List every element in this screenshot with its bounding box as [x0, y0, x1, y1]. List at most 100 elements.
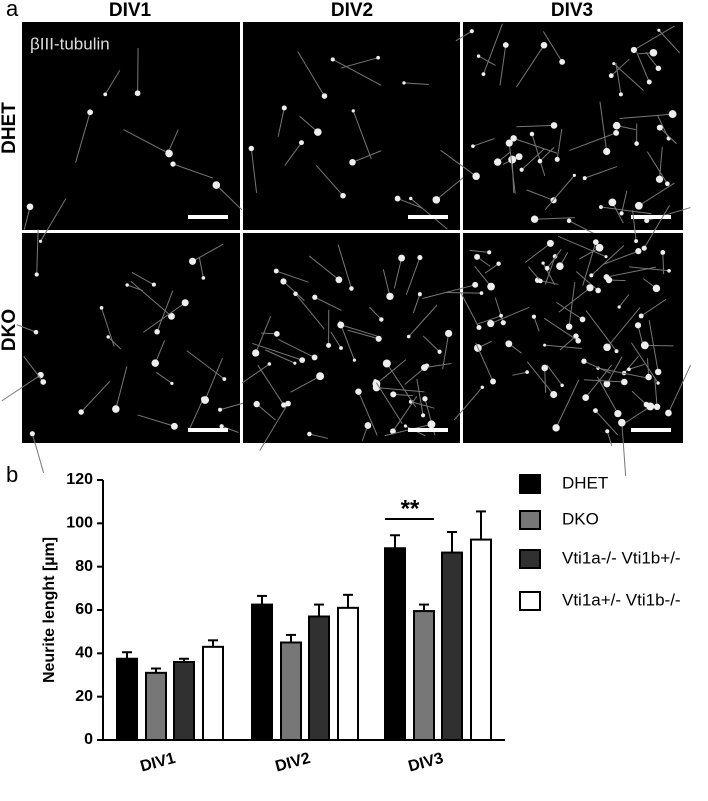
soma: [634, 239, 638, 243]
micrographs: [2, 22, 691, 476]
soma: [487, 283, 495, 291]
legend-swatch: [520, 475, 540, 493]
soma: [285, 401, 291, 407]
soma: [619, 92, 623, 96]
soma: [508, 156, 516, 164]
legend-label: DKO: [562, 509, 599, 528]
soma: [552, 424, 559, 431]
soma: [274, 331, 280, 337]
soma: [618, 305, 621, 308]
soma: [340, 193, 346, 199]
soma: [635, 248, 641, 254]
soma: [135, 90, 141, 96]
soma: [280, 278, 286, 284]
soma: [639, 314, 644, 319]
neurite: [645, 345, 674, 346]
soma: [547, 240, 554, 247]
legend-swatch: [520, 511, 540, 529]
soma: [487, 320, 494, 327]
soma: [112, 405, 120, 413]
soma: [219, 424, 223, 428]
soma: [606, 277, 612, 283]
soma: [580, 317, 586, 323]
y-tick-label: 100: [66, 515, 93, 532]
soma: [35, 272, 39, 276]
soma: [538, 159, 543, 164]
bar: [309, 617, 329, 741]
soma: [316, 372, 324, 380]
soma: [307, 432, 312, 437]
soma: [650, 49, 658, 57]
soma: [532, 315, 536, 319]
y-tick-label: 80: [75, 558, 93, 575]
bar: [414, 611, 434, 740]
soma: [472, 282, 478, 288]
soma: [481, 386, 484, 389]
soma: [605, 429, 609, 433]
soma: [152, 283, 156, 287]
soma: [336, 276, 343, 283]
soma: [421, 364, 428, 371]
soma: [541, 42, 548, 49]
soma: [154, 329, 160, 335]
soma: [274, 269, 279, 274]
soma: [472, 173, 479, 180]
row-header: DKO: [0, 309, 20, 351]
soma: [603, 148, 610, 155]
soma: [660, 250, 665, 255]
column-header: DIV2: [331, 0, 373, 21]
soma: [575, 338, 581, 344]
soma: [560, 384, 563, 387]
y-axis-label: Neurite lenght [µm]: [41, 537, 58, 683]
legend-label: Vti1a+/- Vti1b-/-: [562, 590, 681, 609]
soma: [417, 255, 422, 260]
soma: [477, 54, 480, 57]
micrograph: [22, 233, 240, 443]
soma: [669, 110, 677, 118]
soma: [667, 269, 671, 273]
soma: [202, 276, 206, 280]
soma: [383, 359, 391, 367]
soma: [353, 359, 356, 362]
soma: [635, 322, 641, 328]
soma: [596, 244, 604, 252]
soma: [641, 341, 649, 349]
soma: [293, 292, 298, 297]
soma: [331, 57, 335, 61]
soma: [437, 350, 441, 354]
soma: [516, 153, 523, 160]
soma: [656, 381, 659, 384]
soma: [551, 122, 558, 129]
x-tick-label: DIV2: [274, 750, 313, 776]
soma: [293, 362, 296, 365]
micrograph: [463, 233, 683, 443]
stain-label: βIII-tubulin: [30, 34, 110, 53]
soma: [165, 150, 173, 158]
soma: [573, 174, 576, 177]
soma: [482, 72, 486, 76]
bar: [146, 673, 166, 740]
soma: [653, 285, 660, 292]
soma: [583, 176, 587, 180]
soma: [494, 158, 501, 165]
soma: [390, 391, 396, 397]
x-tick-label: DIV1: [139, 750, 178, 776]
soma: [355, 388, 361, 394]
soma: [538, 279, 542, 283]
soma: [644, 402, 650, 408]
soma: [530, 132, 534, 136]
soma: [656, 66, 661, 71]
soma: [657, 29, 660, 32]
soma: [326, 343, 331, 348]
soma: [543, 344, 546, 347]
soma: [665, 410, 672, 417]
soma: [615, 349, 619, 353]
soma: [352, 109, 355, 112]
soma: [487, 250, 491, 254]
soma: [501, 320, 506, 325]
soma: [171, 423, 178, 430]
soma: [78, 409, 83, 414]
bar: [252, 605, 272, 740]
